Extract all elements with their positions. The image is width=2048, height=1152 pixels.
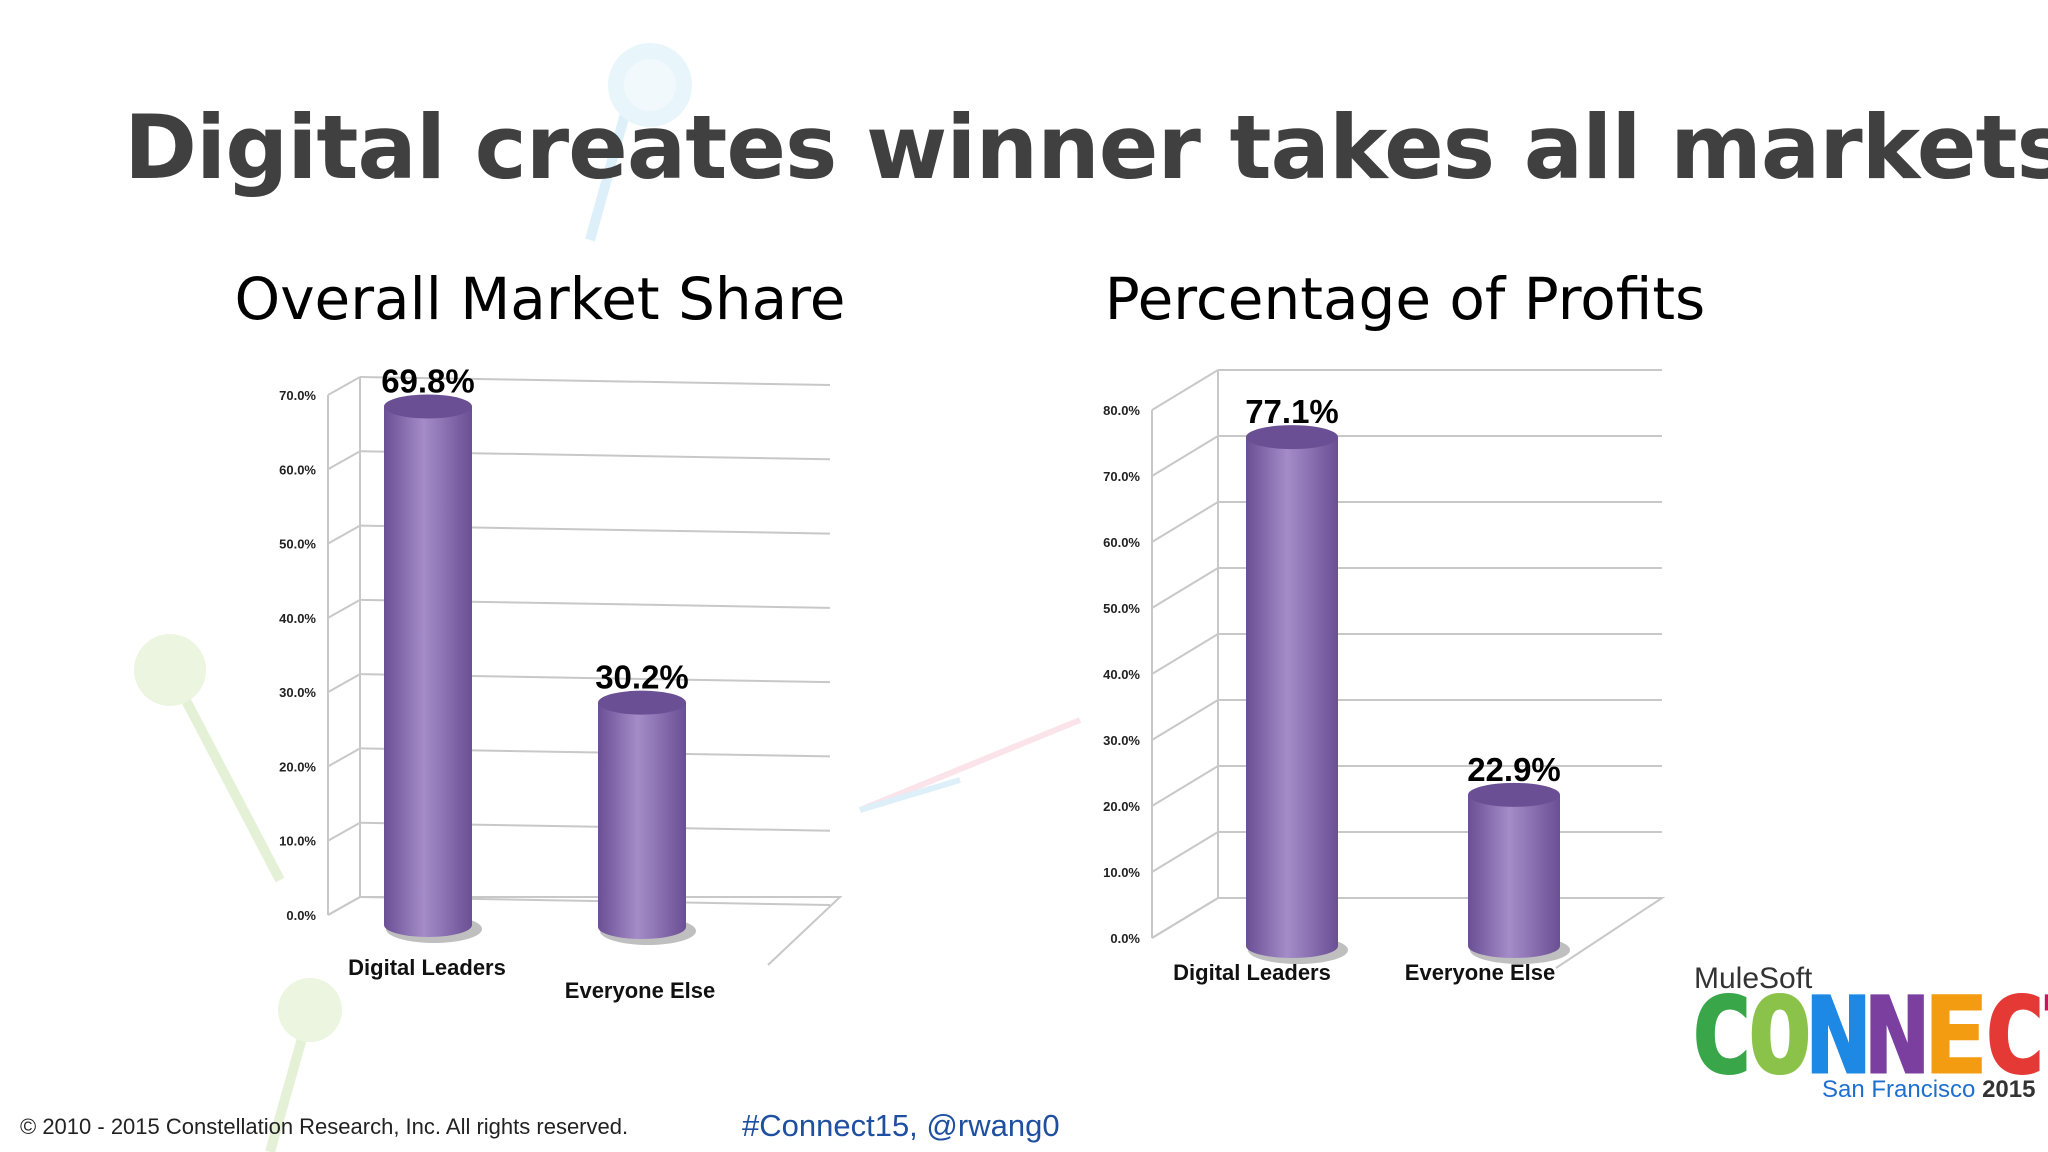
logo-letter-2: N: [1806, 975, 1872, 1097]
chart-title-profits: Percentage of Profits: [1104, 265, 1706, 333]
grid-side-5: [1151, 567, 1219, 609]
category-label-0: Digital Leaders: [348, 955, 506, 980]
grid-side-3: [1151, 699, 1219, 741]
chart-title-market-share: Overall Market Share: [234, 265, 846, 333]
grid-side-7: [327, 376, 361, 396]
y-tick-label: 10.0%: [1103, 865, 1140, 880]
y-tick-label: 60.0%: [279, 462, 316, 477]
data-label-1: 22.9%: [1467, 751, 1561, 788]
y-tick-label: 30.0%: [279, 685, 316, 700]
category-label-1: Everyone Else: [1405, 960, 1555, 985]
footer-copyright: © 2010 - 2015 Constellation Research, In…: [20, 1114, 629, 1139]
logo-letter-0: C: [1689, 975, 1755, 1097]
market-share-chart: 0.0% 10.0% 20.0% 30.0% 40.0% 50.0% 60.0% 70.0% 6…: [279, 362, 843, 1003]
y-tick-label: 30.0%: [1103, 733, 1140, 748]
y-tick-label: 80.0%: [1103, 403, 1140, 418]
logo-letter-6: T: [2040, 975, 2048, 1097]
bar-0: [1246, 425, 1348, 964]
grid-side-2: [1151, 765, 1219, 807]
grid-side-7: [1151, 435, 1219, 477]
y-tick-label: 60.0%: [1103, 535, 1140, 550]
y-tick-label: 20.0%: [1103, 799, 1140, 814]
logo-location: San Francisco 2015: [1822, 1076, 2035, 1104]
grid-back-7: [359, 376, 831, 386]
logo-city: San Francisco: [1822, 1076, 1976, 1103]
y-tick-label: 40.0%: [1103, 667, 1140, 682]
logo-brand: MuleSoft: [1694, 962, 1813, 995]
logo-letter-3: N: [1864, 975, 1930, 1097]
grid-side-1: [1151, 831, 1219, 873]
y-tick-label: 0.0%: [1110, 931, 1140, 946]
grid-side-1: [327, 821, 361, 842]
grid-side-4: [1151, 633, 1219, 675]
grid-side-5: [327, 524, 361, 545]
y-tick-label: 20.0%: [279, 759, 316, 774]
y-tick-label: 70.0%: [1103, 469, 1140, 484]
data-label-1: 30.2%: [595, 659, 689, 696]
footer-hashtag: #Connect15, @rwang0: [742, 1108, 1060, 1143]
chart-floor: [1151, 897, 1666, 969]
y-tick-label: 50.0%: [1103, 601, 1140, 616]
y-tick-label: 0.0%: [286, 908, 316, 923]
category-label-1: Everyone Else: [565, 978, 715, 1003]
logo-letter-5: C: [1982, 975, 2048, 1097]
data-label-0: 69.8%: [381, 362, 475, 399]
logo-year: 2015: [1982, 1076, 2036, 1103]
grid-side-6: [327, 450, 361, 471]
grid-side-2: [327, 747, 361, 768]
profits-chart: 0.0% 10.0% 20.0% 30.0% 40.0% 50.0% 60.0% 70.0% 8…: [1103, 369, 1666, 985]
logo-wordmark: CONNECT: [1689, 983, 2048, 1090]
y-tick-label: 40.0%: [279, 611, 316, 626]
y-tick-label: 50.0%: [279, 537, 316, 552]
mulesoft-connect-logo: MuleSoft CONNECT San Francisco 2015: [1689, 962, 2048, 1112]
data-label-0: 77.1%: [1245, 393, 1339, 430]
bar-1: [1468, 782, 1570, 964]
grid-side-8: [1151, 369, 1219, 411]
logo-letter-1: O: [1747, 975, 1813, 1097]
slide-title: Digital creates winner takes all markets: [124, 96, 2048, 199]
bar-1: [598, 690, 696, 945]
grid-side-4: [327, 598, 361, 619]
bar-0: [384, 394, 482, 943]
y-tick-label: 10.0%: [279, 834, 316, 849]
grid-side-0: [1151, 897, 1219, 939]
grid-side-3: [327, 673, 361, 694]
logo-letter-4: E: [1923, 975, 1989, 1097]
grid-side-6: [1151, 501, 1219, 543]
y-tick-label: 70.0%: [279, 388, 316, 403]
category-label-0: Digital Leaders: [1173, 960, 1331, 985]
grid-side-0: [327, 896, 361, 916]
